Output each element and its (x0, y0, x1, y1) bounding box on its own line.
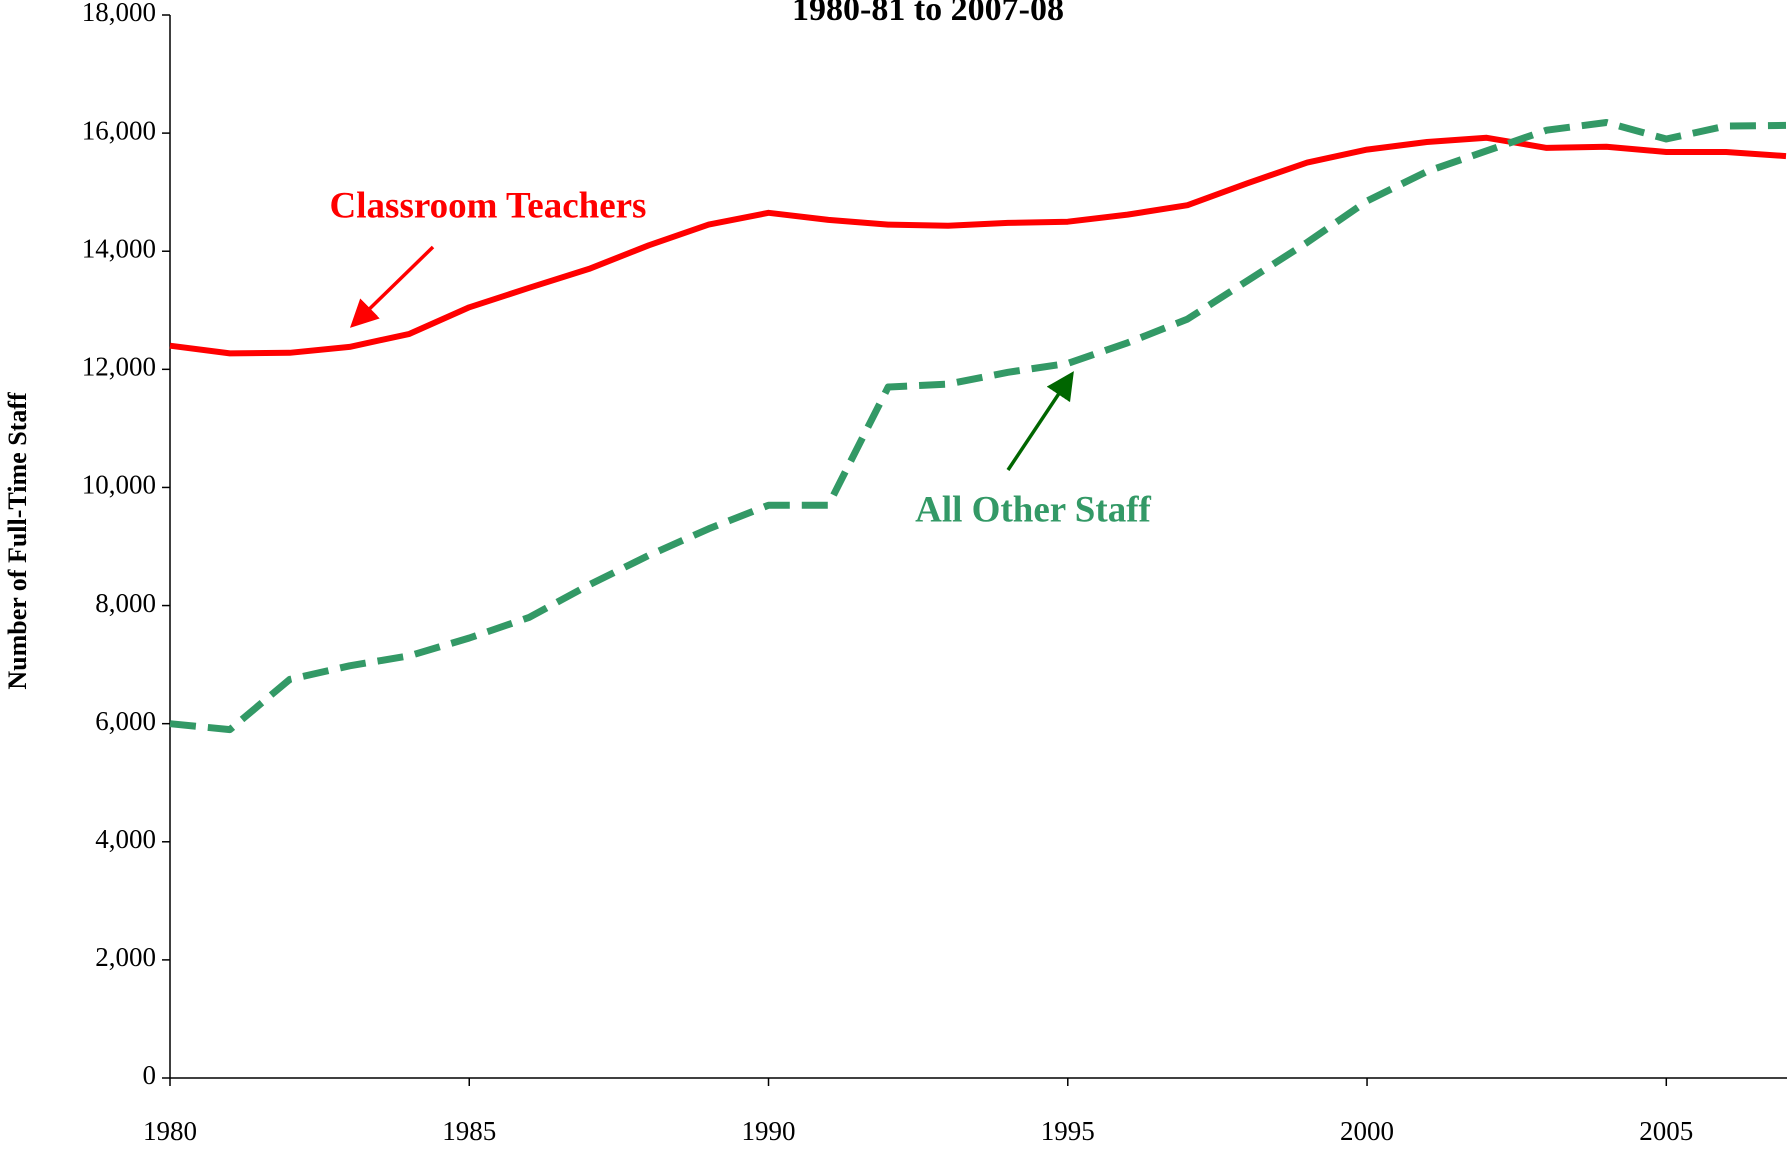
y-tick-label: 14,000 (82, 233, 156, 263)
y-tick-label: 0 (143, 1060, 157, 1090)
y-tick-label: 8,000 (95, 588, 156, 618)
y-tick-label: 2,000 (95, 942, 156, 972)
annotation-arrow (349, 245, 435, 328)
series-label: All Other Staff (915, 489, 1151, 530)
x-tick-label: 2005 (1639, 1116, 1693, 1146)
annotation-arrow (1006, 371, 1074, 471)
y-tick-label: 16,000 (82, 115, 156, 145)
y-tick-label: 4,000 (95, 824, 156, 854)
series-line (169, 119, 1787, 734)
x-tick-label: 2000 (1340, 1116, 1394, 1146)
x-tick-label: 1990 (742, 1116, 796, 1146)
y-tick-label: 6,000 (95, 706, 156, 736)
y-tick-label: 10,000 (82, 470, 156, 500)
chart-title: 1980-81 to 2007-08 (792, 0, 1064, 28)
x-tick-label: 1985 (442, 1116, 496, 1146)
y-tick-label: 18,000 (82, 0, 156, 27)
x-tick-label: 1995 (1041, 1116, 1095, 1146)
y-tick-label: 12,000 (82, 352, 156, 382)
series-line (169, 134, 1787, 357)
y-axis-label: Number of Full-Time Staff (3, 392, 32, 690)
x-tick-label: 1980 (143, 1116, 197, 1146)
series-label: Classroom Teachers (330, 185, 647, 226)
